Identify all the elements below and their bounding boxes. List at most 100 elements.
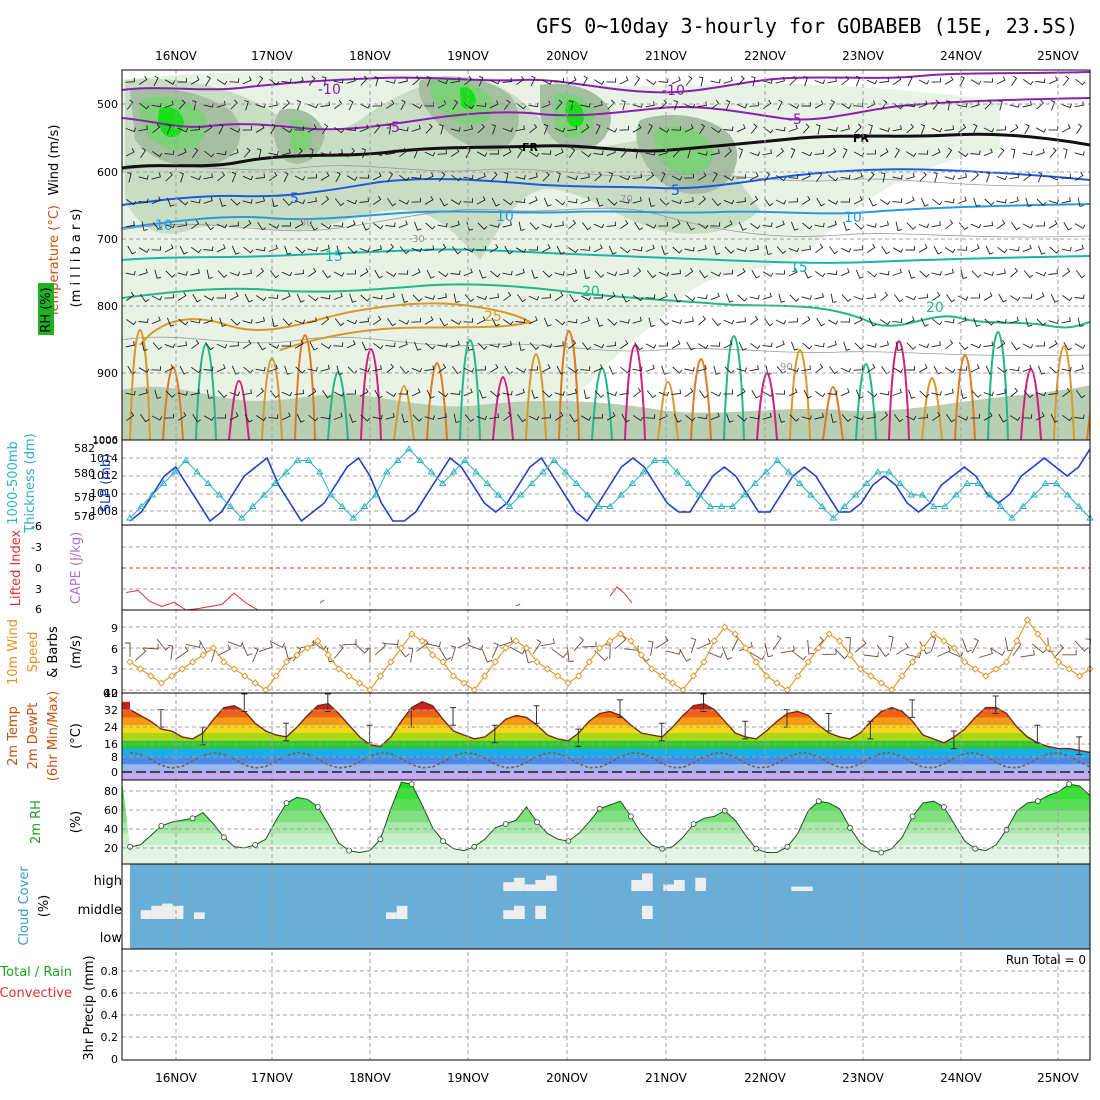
barb-upper-639 [736,268,746,277]
barb-upper-206 [879,127,890,132]
barb-upper-89 [320,101,331,107]
barb-upper-485 [658,221,668,227]
barb-upper-431 [920,197,929,207]
barb-upper-986 [438,391,449,398]
barb-upper-355 [892,174,903,180]
barb-upper-632 [646,270,657,279]
barb-upper-301 [190,175,202,181]
barb-upper-523 [191,247,202,254]
barb-upper-332 [594,171,603,182]
thickness-point-74 [952,491,960,498]
barb-upper-290 [1010,148,1016,159]
barb-upper-990 [490,390,501,398]
thickness-points [126,445,1094,521]
barb10-36 [498,636,513,647]
barb-upper-1001 [633,387,642,398]
barb-upper-18 [360,75,368,86]
barb-upper-509 [970,223,982,229]
barb-upper-582 [957,246,968,251]
barb-upper-422 [801,195,811,205]
temp-above-mask [122,693,1090,753]
barb-upper-12 [281,78,292,84]
wind10-point-70 [856,665,865,673]
barb-upper-773 [555,318,566,326]
barb-upper-204 [854,123,862,134]
barb-upper-331 [580,173,590,180]
barb-upper-988 [463,388,473,397]
barb-upper-210 [931,127,943,133]
barb-upper-260 [620,147,628,158]
barb-upper-338 [671,175,683,181]
barb-upper-533 [320,244,330,252]
barb-upper-1059 [424,415,435,420]
thickness-point-41 [583,491,592,498]
barb-upper-314 [359,174,370,179]
barb-upper-325 [503,172,509,183]
precip-0-4: 0.4 [101,1009,119,1022]
barb-upper-159 [270,123,276,135]
barb-upper-598 [206,269,213,279]
barb-upper-977 [322,389,332,399]
barb-upper-933 [713,365,721,375]
barb-upper-718 [801,295,812,300]
spike-contour-27 [1020,367,1042,440]
thickness-point-58 [773,456,782,463]
barb-upper-930 [672,366,683,374]
barb-upper-122 [749,101,759,107]
barb10-22 [354,643,369,654]
barb-upper-407 [607,198,618,206]
barb-upper-197 [763,126,774,134]
barb-upper-417 [736,197,747,203]
minmax-bar-70 [867,720,874,740]
barb-upper-885 [1048,340,1058,349]
thick-580: 580 [74,467,95,480]
barb-upper-1053 [349,413,357,423]
barb10-81 [971,637,980,654]
barb10-78 [937,646,951,657]
barb-upper-1039 [164,413,174,419]
wind10-point-44 [585,658,593,666]
barb-upper-783 [684,317,694,324]
barb-upper-247 [450,147,460,157]
barb-upper-703 [606,292,616,301]
barb-upper-31 [530,75,536,87]
barb-upper-650 [879,270,890,276]
barb-upper-748 [230,318,241,326]
barb-upper-900 [284,365,292,375]
spike-contour-13 [558,329,580,440]
spike-contour-0 [129,328,151,440]
barb-upper-569 [788,247,800,253]
wind10-point-68 [835,637,844,645]
spike-contour-24 [921,376,943,440]
minmax-bar-54 [700,693,707,712]
wind10-point-12 [251,679,259,687]
barb-upper-70 [1035,78,1046,83]
wind10-point-18 [314,637,322,645]
barb-upper-311 [320,172,330,181]
barb-upper-962 [125,390,136,396]
barb-upper-169 [398,126,409,132]
wind10-point-7 [199,651,207,659]
barb-upper-706 [645,294,656,299]
label-10-c: 10 [844,210,862,226]
wind-12: 12 [104,687,118,700]
barb-upper-401 [528,196,538,205]
barb-upper-156 [229,127,241,133]
barb-upper-1093 [866,413,876,420]
minmax-bar-18 [324,693,331,712]
barb-upper-1081 [710,412,720,421]
barb-upper-421 [788,197,798,203]
barb-upper-270 [749,151,761,157]
barb-upper-1012 [775,390,786,395]
wind10-point-58 [731,630,739,638]
barb-upper-571 [815,243,824,254]
barb-upper-641 [762,271,774,277]
barb-upper-898 [255,366,266,372]
barb-upper-44 [698,76,704,87]
barb-upper-837 [425,342,436,350]
li-minus3: -3 [31,541,42,554]
barb-upper-42 [671,76,681,85]
minmax-bar-82 [992,695,999,714]
barb-upper-653 [919,270,930,278]
spike-contour-29 [1086,406,1090,440]
